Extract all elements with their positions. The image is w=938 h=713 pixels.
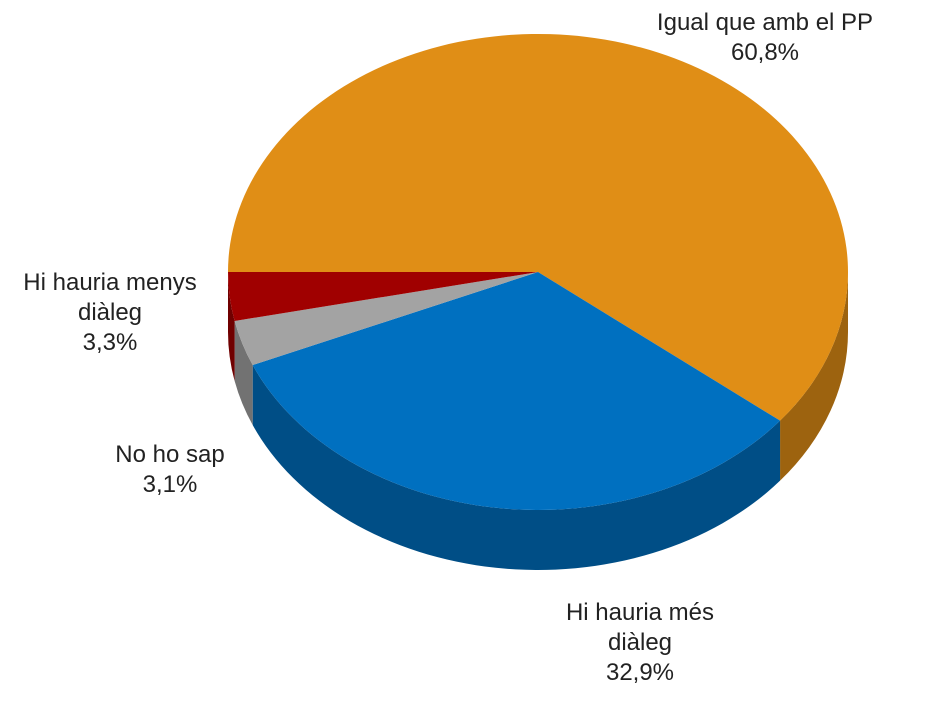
category-label: No ho sap <box>115 441 225 468</box>
category-label: Hi hauria més diàleg <box>565 599 715 656</box>
pie-slice <box>234 272 538 366</box>
slice-label: Hi hauria més diàleg 32,9% <box>550 598 730 688</box>
pie-side <box>228 272 235 381</box>
slice-label: Hi hauria menys diàleg 3,3% <box>5 268 215 358</box>
slice-label: Igual que amb el PP 60,8% <box>635 8 895 68</box>
pie-side <box>780 272 848 481</box>
pie-slice <box>252 272 781 510</box>
pie-side <box>234 320 253 426</box>
value-label: 32,9% <box>605 659 675 686</box>
category-label: Igual que amb el PP <box>656 9 874 36</box>
category-label: Hi hauria menys diàleg <box>23 269 197 326</box>
pie-side <box>252 365 781 570</box>
pie-slice <box>228 272 538 321</box>
value-label: 3,3% <box>82 329 138 356</box>
value-label: 60,8% <box>730 39 800 66</box>
slice-label: No ho sap 3,1% <box>80 440 260 500</box>
pie-slice <box>228 33 849 421</box>
value-label: 3,1% <box>142 471 198 498</box>
